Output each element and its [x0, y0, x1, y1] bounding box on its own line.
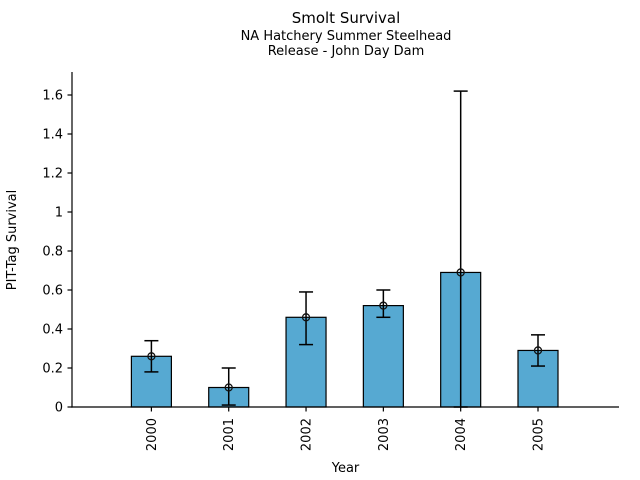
- y-axis-label: PIT-Tag Survival: [5, 190, 20, 290]
- point-marker-2004: [456, 268, 465, 277]
- point-marker-2005: [533, 346, 543, 355]
- y-tick-label-0.8: 0.8: [42, 245, 63, 260]
- y-tick-label-0.2: 0.2: [42, 362, 63, 377]
- x-tick-label-2001: 2001: [222, 418, 237, 451]
- chart-title: Smolt Survival: [291, 9, 401, 27]
- x-tick-label-2000: 2000: [145, 418, 160, 451]
- chart-subtitle-line2: Release - John Day Dam: [267, 44, 425, 59]
- point-marker-2003: [379, 301, 388, 310]
- x-tick-label-2003: 2003: [377, 418, 392, 451]
- point-marker-2002: [301, 313, 311, 322]
- chart-subtitle-line1: NA Hatchery Summer Steelhead: [240, 29, 452, 44]
- y-tick-label-1: 1: [55, 206, 63, 221]
- bar-2003: [362, 305, 404, 408]
- x-tick-label-2004: 2004: [454, 418, 469, 451]
- y-tick-label-0: 0: [55, 401, 63, 416]
- point-marker-2000: [147, 352, 156, 361]
- x-tick-label-2002: 2002: [300, 418, 315, 451]
- y-tick-label-1.2: 1.2: [42, 167, 63, 182]
- y-tick-label-0.4: 0.4: [42, 323, 63, 338]
- y-tick-label-1.4: 1.4: [42, 128, 63, 143]
- y-tick-label-0.6: 0.6: [42, 284, 63, 299]
- y-tick-label-1.6: 1.6: [42, 89, 63, 104]
- x-tick-label-2005: 2005: [532, 418, 547, 451]
- x-axis-label: Year: [331, 461, 360, 476]
- point-marker-2001: [224, 383, 233, 392]
